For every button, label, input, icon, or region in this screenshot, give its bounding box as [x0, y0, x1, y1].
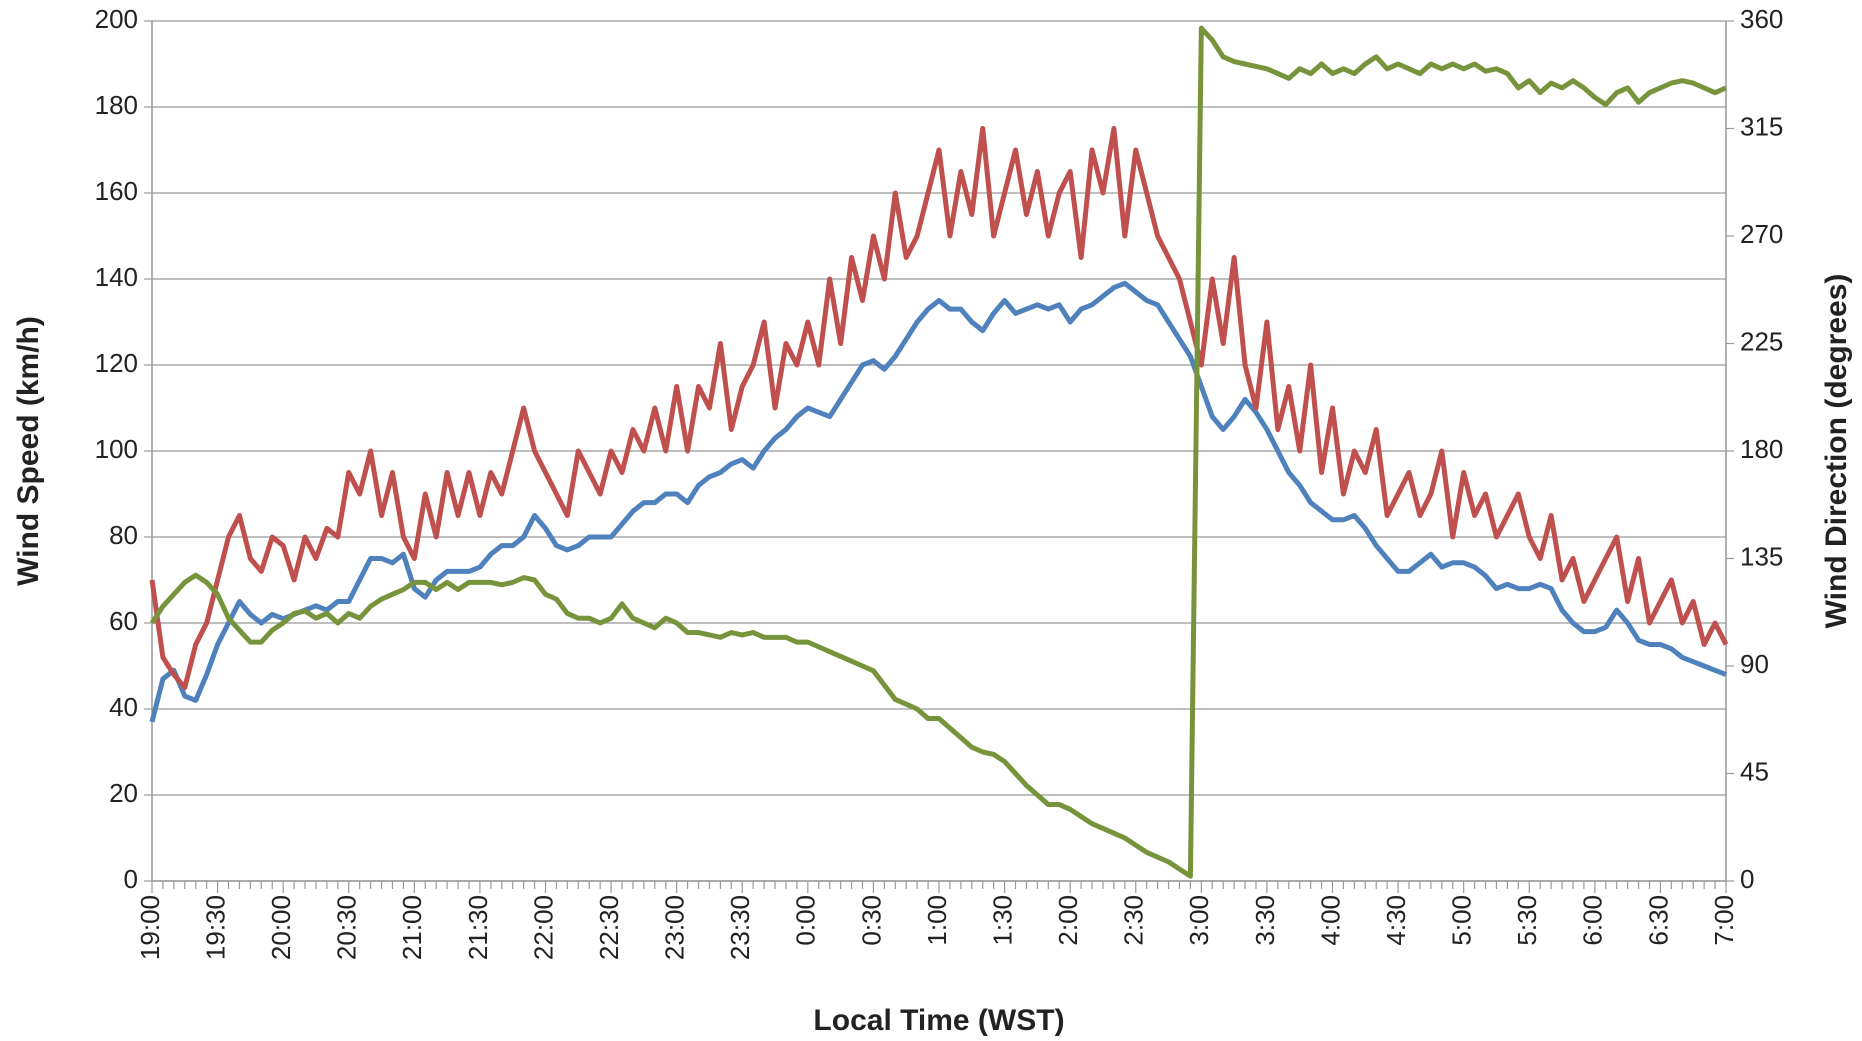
series-line	[149, 126, 1729, 690]
x-tick-label: 6:00	[1578, 895, 1608, 946]
series-line	[149, 280, 1727, 723]
x-tick-label: 20:00	[266, 895, 296, 960]
y-tick-label: 160	[95, 176, 138, 206]
y2-tick-label: 135	[1740, 541, 1783, 571]
y2-tick-label: 315	[1740, 111, 1783, 141]
y2-tick-label: 45	[1740, 756, 1769, 786]
y-tick-label: 140	[95, 262, 138, 292]
x-tick-label: 2:30	[1119, 895, 1149, 946]
x-tick-label: 23:30	[725, 895, 755, 960]
y2-tick-label: 225	[1740, 326, 1783, 356]
x-tick-label: 22:30	[594, 895, 624, 960]
y-tick-label: 200	[95, 4, 138, 34]
y-tick-label: 40	[109, 692, 138, 722]
x-tick-label: 21:00	[397, 895, 427, 960]
x-tick-label: 4:30	[1381, 895, 1411, 946]
y-tick-label: 20	[109, 778, 138, 808]
x-axis-title: Local Time (WST)	[813, 1004, 1064, 1037]
x-tick-label: 3:00	[1184, 895, 1214, 946]
x-tick-label: 0:30	[856, 895, 886, 946]
y2-tick-label: 180	[1740, 434, 1783, 464]
x-tick-label: 0:00	[791, 895, 821, 946]
x-tick-label: 3:30	[1250, 895, 1280, 946]
x-tick-label: 22:00	[528, 895, 558, 960]
y-tick-label: 0	[124, 864, 138, 894]
x-tick-label: 1:00	[922, 895, 952, 946]
x-tick-label: 21:30	[463, 895, 493, 960]
y2-tick-label: 360	[1740, 4, 1783, 34]
y-tick-label: 80	[109, 520, 138, 550]
y2-tick-label: 0	[1740, 864, 1754, 894]
x-tick-label: 4:00	[1315, 895, 1345, 946]
x-tick-label: 20:30	[332, 895, 362, 960]
x-tick-label: 19:00	[135, 895, 165, 960]
y-tick-label: 180	[95, 90, 138, 120]
x-tick-label: 6:30	[1643, 895, 1673, 946]
y2-tick-label: 270	[1740, 219, 1783, 249]
series-line	[149, 25, 1728, 879]
x-tick-label: 7:00	[1709, 895, 1739, 946]
y-axis-title: Wind Speed (km/h)	[12, 316, 45, 586]
x-tick-label: 19:30	[200, 895, 230, 960]
x-tick-label: 2:00	[1053, 895, 1083, 946]
x-tick-label: 23:00	[660, 895, 690, 960]
y-tick-label: 120	[95, 348, 138, 378]
y-tick-label: 100	[95, 434, 138, 464]
y-tick-label: 60	[109, 606, 138, 636]
y2-tick-label: 90	[1740, 649, 1769, 679]
x-tick-label: 5:30	[1512, 895, 1542, 946]
x-tick-label: 5:00	[1447, 895, 1477, 946]
y2-axis-title: Wind Direction (degrees)	[1820, 274, 1853, 629]
x-tick-label: 1:30	[987, 895, 1017, 946]
